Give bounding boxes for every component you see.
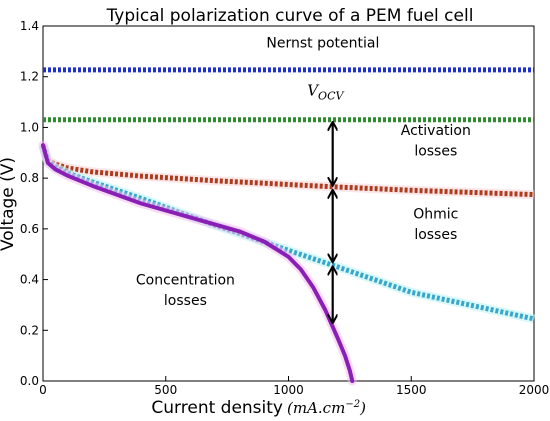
y-tick-label: 0.2 (20, 323, 39, 337)
x-tick-label: 500 (154, 383, 177, 397)
y-axis-label: Voltage (V) (0, 157, 18, 251)
x-tick-label: 1000 (273, 383, 304, 397)
y-tick-label: 1.4 (20, 19, 39, 33)
vocv-label: VOCV (307, 82, 344, 103)
ohmic-series (40, 144, 535, 322)
x-axis-label: Current density (151, 398, 283, 418)
y-tick-label: 1.2 (20, 70, 39, 84)
ohmic-label1: Ohmic (413, 207, 458, 223)
x-tick-label: 0 (39, 383, 47, 397)
activation-label1: Activation (401, 123, 471, 139)
axis-ticks: 0 500 1000 1500 2000 0.0 0.2 0.4 0.6 0.8 1.0 1.2 1.4 (20, 19, 549, 397)
concentration-label2: losses (164, 293, 207, 309)
y-tick-label: 0.6 (20, 222, 39, 236)
y-tick-label: 0.8 (20, 171, 39, 185)
ohmic-label2: losses (414, 227, 457, 243)
x-axis-unit: (mA.cm−2) (287, 399, 366, 417)
annotations: Nernst potential VOCV Activation losses Ohmi… (136, 36, 471, 323)
nernst-label: Nernst potential (266, 36, 379, 52)
x-tick-label: 1500 (396, 383, 427, 397)
actual-series (41, 143, 355, 383)
y-tick-label: 0.4 (20, 273, 39, 287)
activation-label2: losses (414, 143, 457, 159)
y-tick-label: 1.0 (20, 120, 39, 134)
x-tick-label: 2000 (519, 383, 550, 397)
plot-area (38, 67, 535, 386)
chart-title: Typical polarization curve of a PEM fuel… (106, 6, 474, 26)
concentration-label1: Concentration (136, 273, 235, 289)
plot-frame (42, 25, 535, 382)
y-tick-label: 0.0 (20, 374, 39, 388)
